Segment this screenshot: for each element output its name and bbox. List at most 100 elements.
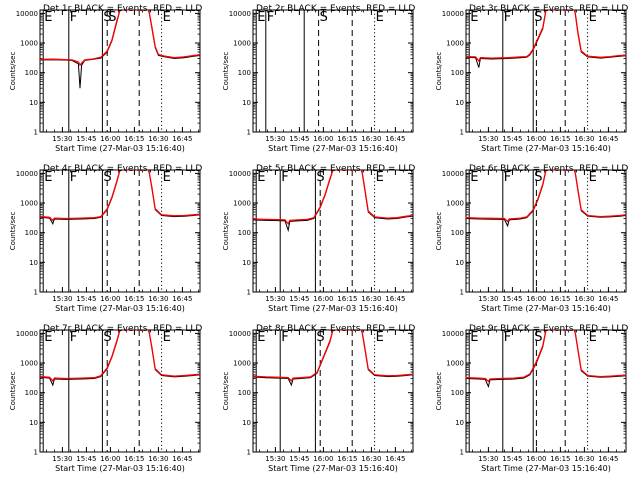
y-tick-label: 1: [34, 289, 38, 297]
x-tick-label: 16:30: [361, 295, 381, 303]
event-marker-label: E: [376, 10, 384, 25]
event-marker-label: F: [70, 330, 77, 345]
y-tick-label: 100: [451, 69, 464, 77]
event-marker-label: E: [589, 170, 597, 185]
y-tick-label: 10: [242, 259, 251, 267]
event-marker-label: F: [504, 170, 511, 185]
x-axis-label: Start Time (27-Mar-03 15:16:40): [55, 304, 185, 313]
x-axis-label: Start Time (27-Mar-03 15:16:40): [268, 464, 398, 473]
x-tick-label: 15:45: [502, 455, 522, 463]
y-tick-label: 100: [451, 389, 464, 397]
x-tick-label: 15:45: [76, 135, 96, 143]
y-tick-label: 1000: [20, 40, 38, 48]
x-tick-label: 16:45: [385, 295, 405, 303]
event-marker-label: S: [103, 170, 111, 185]
x-tick-label: 15:30: [478, 295, 498, 303]
y-tick-label: 1000: [233, 200, 251, 208]
x-tick-label: 15:30: [265, 455, 285, 463]
plot-frame: [465, 9, 627, 133]
panel-title: Det 5r BLACK = Events, RED = LLD: [256, 164, 415, 174]
y-tick-label: 10000: [229, 330, 251, 338]
y-tick-label: 1000: [20, 360, 38, 368]
y-tick-label: 10000: [229, 170, 251, 178]
x-tick-label: 16:00: [313, 135, 333, 143]
event-marker-label: F: [70, 10, 77, 25]
y-tick-label: 1000: [446, 40, 464, 48]
x-axis-label: Start Time (27-Mar-03 15:16:40): [55, 464, 185, 473]
y-tick-label: 10: [242, 419, 251, 427]
x-tick-label: 16:45: [598, 135, 618, 143]
x-tick-label: 15:30: [52, 135, 72, 143]
event-marker-label: S: [316, 170, 324, 185]
x-tick-label: 16:15: [124, 455, 144, 463]
series-group: [466, 330, 626, 389]
x-tick-label: 16:30: [361, 455, 381, 463]
y-tick-label: 10: [455, 419, 464, 427]
y-axis-label: Counts/sec: [222, 212, 230, 251]
x-tick-label: 16:00: [526, 295, 546, 303]
event-marker-label: E: [589, 10, 597, 25]
event-marker-label: S: [108, 10, 116, 25]
plot-frame: [465, 169, 627, 293]
y-tick-label: 10000: [442, 10, 464, 18]
y-tick-label: 10: [29, 259, 38, 267]
event-marker-label: F: [267, 10, 274, 25]
y-tick-label: 1000: [233, 40, 251, 48]
x-tick-label: 16:00: [526, 455, 546, 463]
x-axis-label: Start Time (27-Mar-03 15:16:40): [481, 464, 611, 473]
x-tick-label: 15:30: [265, 135, 285, 143]
x-tick-label: 15:30: [52, 295, 72, 303]
event-marker-label: F: [504, 330, 511, 345]
x-tick-label: 15:30: [478, 455, 498, 463]
x-tick-label: 16:30: [148, 135, 168, 143]
x-tick-label: 16:15: [337, 135, 357, 143]
event-marker-label: F: [281, 330, 288, 345]
event-marker-label: E: [163, 330, 171, 345]
events-series-line: [466, 10, 626, 68]
event-marker-label: S: [320, 10, 328, 25]
x-tick-label: 16:15: [550, 135, 570, 143]
y-tick-label: 1: [34, 449, 38, 457]
y-tick-label: 100: [25, 69, 38, 77]
x-axis-label: Start Time (27-Mar-03 15:16:40): [55, 144, 185, 153]
event-marker-label: S: [534, 170, 542, 185]
detector-panel-7: 1 10 100 1000 10000 15:30 15:45 16:00 16:15 16:30…: [9, 324, 202, 473]
event-marker-label: E: [376, 330, 384, 345]
x-tick-label: 15:30: [265, 295, 285, 303]
y-tick-label: 1: [460, 129, 464, 137]
x-tick-label: 16:30: [574, 135, 594, 143]
y-tick-label: 1: [247, 449, 251, 457]
y-tick-label: 1: [460, 449, 464, 457]
y-tick-label: 10000: [16, 170, 38, 178]
y-tick-label: 1: [247, 129, 251, 137]
y-tick-label: 1000: [233, 360, 251, 368]
y-tick-label: 10000: [16, 10, 38, 18]
y-tick-label: 100: [238, 389, 251, 397]
x-tick-label: 16:15: [124, 295, 144, 303]
events-series-line: [466, 330, 626, 389]
series-group: [40, 170, 200, 226]
x-tick-label: 16:00: [313, 455, 333, 463]
x-tick-label: 15:45: [502, 135, 522, 143]
events-series-line: [40, 10, 200, 89]
event-marker-label: S: [534, 330, 542, 345]
event-marker-label: E: [44, 10, 52, 25]
x-tick-label: 15:45: [289, 135, 309, 143]
y-axis-label: Counts/sec: [9, 372, 17, 411]
event-marker-label: E: [163, 170, 171, 185]
y-tick-label: 10000: [229, 10, 251, 18]
series-group: [40, 10, 200, 89]
event-marker-label: S: [103, 10, 111, 25]
y-axis-label: Counts/sec: [9, 212, 17, 251]
lld-series-line: [40, 10, 200, 67]
lld-series-line: [253, 330, 413, 382]
y-tick-label: 1: [247, 289, 251, 297]
event-marker-label: E: [376, 170, 384, 185]
event-marker-label: S: [316, 330, 324, 345]
x-tick-label: 16:00: [100, 135, 120, 143]
x-axis-label: Start Time (27-Mar-03 15:16:40): [268, 304, 398, 313]
y-tick-label: 100: [25, 229, 38, 237]
x-tick-label: 15:30: [52, 455, 72, 463]
x-tick-label: 16:15: [550, 295, 570, 303]
event-marker-label: F: [504, 10, 511, 25]
